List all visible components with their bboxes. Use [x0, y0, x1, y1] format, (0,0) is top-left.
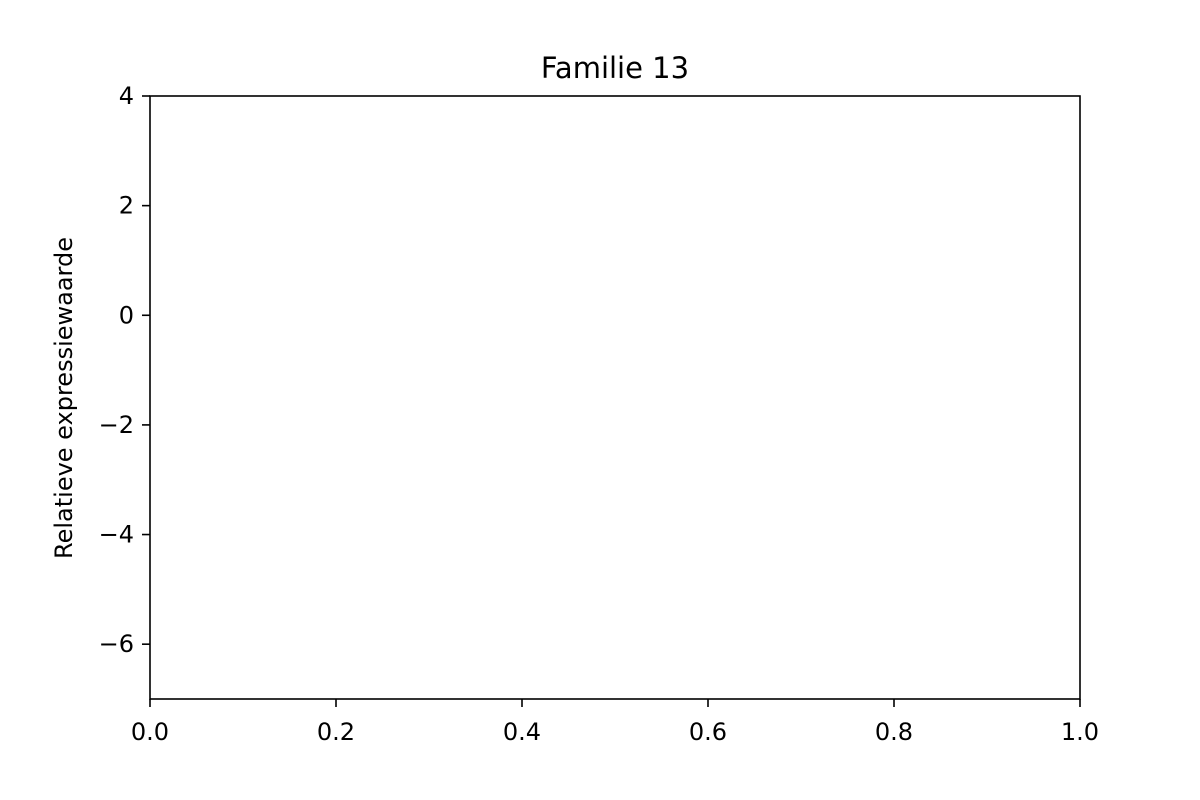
x-tick-label: 0.6	[689, 718, 727, 746]
x-tick-label: 0.2	[317, 718, 355, 746]
y-axis-ticks: 4 2 0 −2 −4 −6	[99, 82, 150, 658]
y-tick-label: −2	[99, 411, 134, 439]
x-tick-label: 1.0	[1061, 718, 1099, 746]
plot-area	[149, 95, 1081, 700]
x-tick-label: 0.4	[503, 718, 541, 746]
y-tick-label: 0	[119, 301, 134, 329]
y-tick-label: −4	[99, 521, 134, 549]
y-axis-label: Relatieve expressiewaarde	[50, 237, 78, 559]
y-tick-label: 2	[119, 192, 134, 220]
x-tick-label: 0.8	[875, 718, 913, 746]
y-tick-label: 4	[119, 82, 134, 110]
x-tick-label: 0.0	[131, 718, 169, 746]
x-axis-ticks: 0.0 0.2 0.4 0.6 0.8 1.0	[131, 699, 1099, 746]
y-tick-label: −6	[99, 630, 134, 658]
chart-title: Familie 13	[541, 51, 689, 85]
